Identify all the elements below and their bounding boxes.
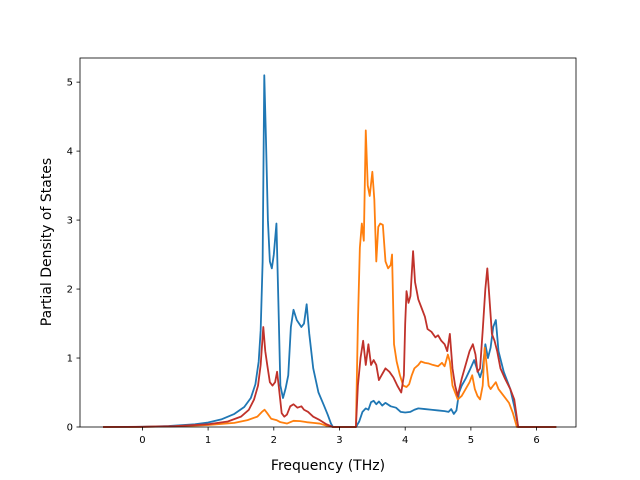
series-line-2 xyxy=(102,129,557,428)
x-axis-label: Frequency (THz) xyxy=(271,458,385,474)
y-axis-label: Partial Density of States xyxy=(39,158,55,326)
series-layer xyxy=(102,74,557,428)
y-tick-label: 4 xyxy=(67,147,73,158)
x-tick-label: 1 xyxy=(205,435,211,446)
y-tick-label: 5 xyxy=(67,78,73,89)
x-tick-label: 3 xyxy=(336,435,342,446)
y-tick-label: 1 xyxy=(67,354,73,365)
x-tick-label: 5 xyxy=(468,435,474,446)
series-line-1 xyxy=(102,74,557,428)
plot-frame xyxy=(79,57,577,428)
y-tick-label: 0 xyxy=(67,423,73,434)
y-axis-ticks: 0 1 2 3 4 5 xyxy=(67,78,80,434)
x-tick-label: 6 xyxy=(533,435,539,446)
x-tick-label: 0 xyxy=(139,435,145,446)
series-line-3 xyxy=(102,250,557,428)
x-tick-label: 4 xyxy=(402,435,408,446)
x-tick-label: 2 xyxy=(271,435,277,446)
y-tick-label: 2 xyxy=(67,285,73,296)
y-tick-label: 3 xyxy=(67,216,73,227)
x-axis-ticks: 0 1 2 3 4 5 6 xyxy=(139,427,540,446)
